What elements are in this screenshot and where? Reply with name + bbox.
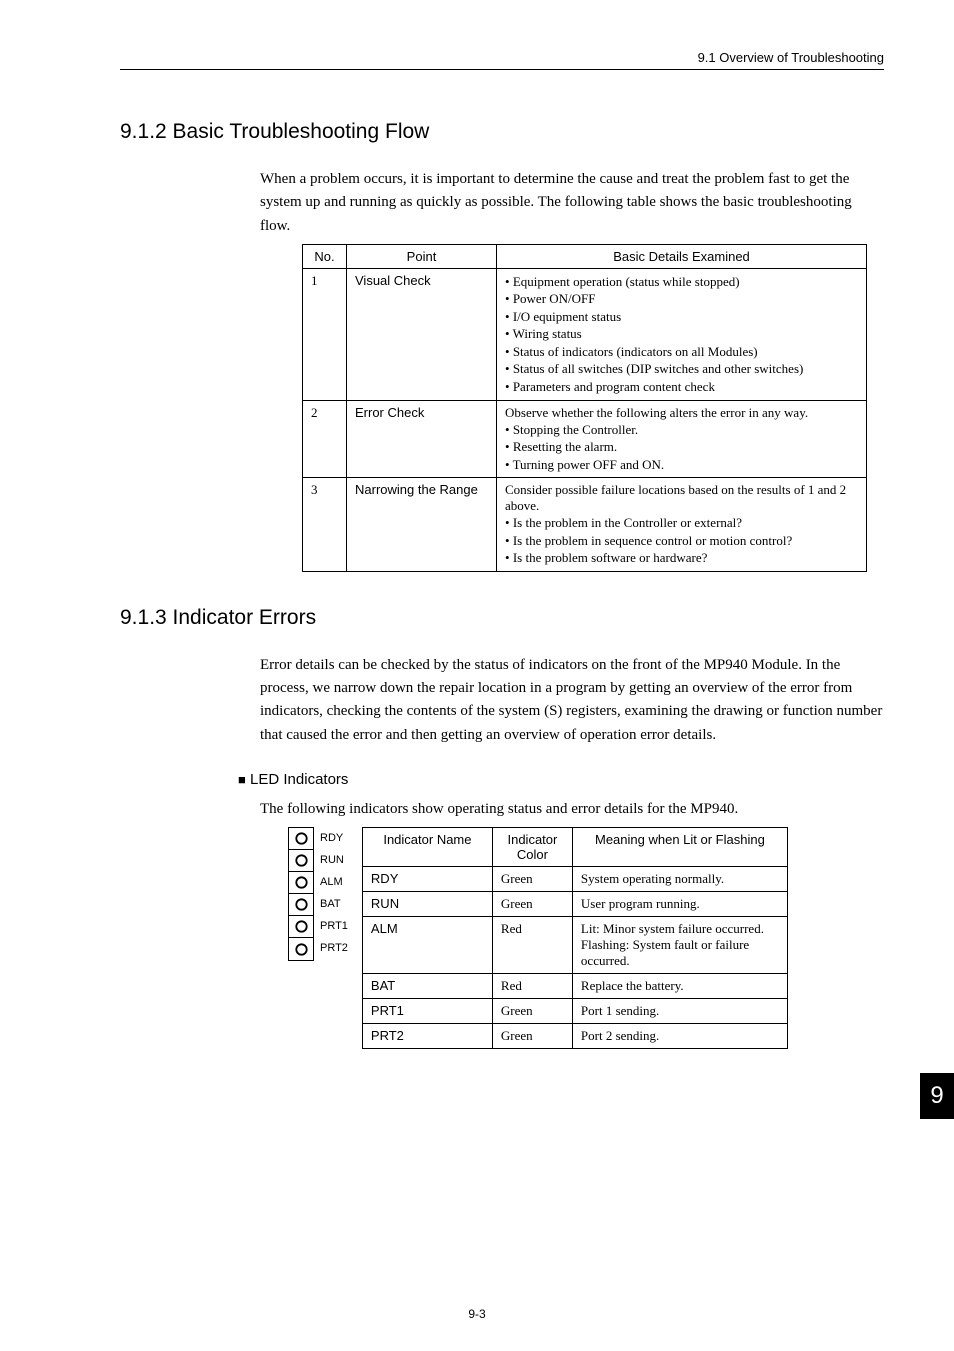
table-row: RUN Green User program running. bbox=[362, 892, 787, 917]
square-bullet-icon: ■ bbox=[238, 772, 246, 787]
section-913-intro: Error details can be checked by the stat… bbox=[120, 654, 884, 747]
led-dot bbox=[289, 828, 313, 850]
table-row: 1 Visual Check Equipment operation (stat… bbox=[303, 268, 867, 400]
troubleshooting-table: No. Point Basic Details Examined 1 Visua… bbox=[302, 244, 867, 572]
th-no: No. bbox=[303, 244, 347, 268]
led-dot bbox=[289, 916, 313, 938]
chapter-tab: 9 bbox=[920, 1073, 954, 1119]
th-indicator-color: Indicator Color bbox=[492, 828, 572, 867]
page-number: 9-3 bbox=[0, 1307, 954, 1321]
section-912-heading: 9.1.2 Basic Troubleshooting Flow bbox=[120, 120, 884, 144]
section-913-heading: 9.1.3 Indicator Errors bbox=[120, 606, 884, 630]
table-row: 3 Narrowing the Range Consider possible … bbox=[303, 478, 867, 572]
table-row: BAT Red Replace the battery. bbox=[362, 974, 787, 999]
led-dot bbox=[289, 850, 313, 872]
led-label-column: RDY RUN ALM BAT PRT1 PRT2 bbox=[320, 827, 348, 959]
led-intro: The following indicators show operating … bbox=[120, 798, 884, 821]
led-module-diagram: RDY RUN ALM BAT PRT1 PRT2 bbox=[288, 827, 348, 961]
th-detail: Basic Details Examined bbox=[497, 244, 867, 268]
led-table: Indicator Name Indicator Color Meaning w… bbox=[362, 827, 788, 1049]
th-indicator-meaning: Meaning when Lit or Flashing bbox=[572, 828, 787, 867]
led-indicators-heading: ■ LED Indicators bbox=[238, 771, 884, 788]
table-row: 2 Error Check Observe whether the follow… bbox=[303, 400, 867, 478]
th-point: Point bbox=[347, 244, 497, 268]
header-text: 9.1 Overview of Troubleshooting bbox=[698, 50, 884, 65]
led-dot bbox=[289, 894, 313, 916]
page-header: 9.1 Overview of Troubleshooting bbox=[120, 50, 884, 70]
led-column bbox=[288, 827, 314, 961]
table-row: PRT2 Green Port 2 sending. bbox=[362, 1024, 787, 1049]
table-row: RDY Green System operating normally. bbox=[362, 867, 787, 892]
led-dot bbox=[289, 938, 313, 960]
table-row: PRT1 Green Port 1 sending. bbox=[362, 999, 787, 1024]
led-dot bbox=[289, 872, 313, 894]
section-912-intro: When a problem occurs, it is important t… bbox=[120, 168, 884, 238]
table-row: ALM Red Lit: Minor system failure occurr… bbox=[362, 917, 787, 974]
th-indicator-name: Indicator Name bbox=[362, 828, 492, 867]
